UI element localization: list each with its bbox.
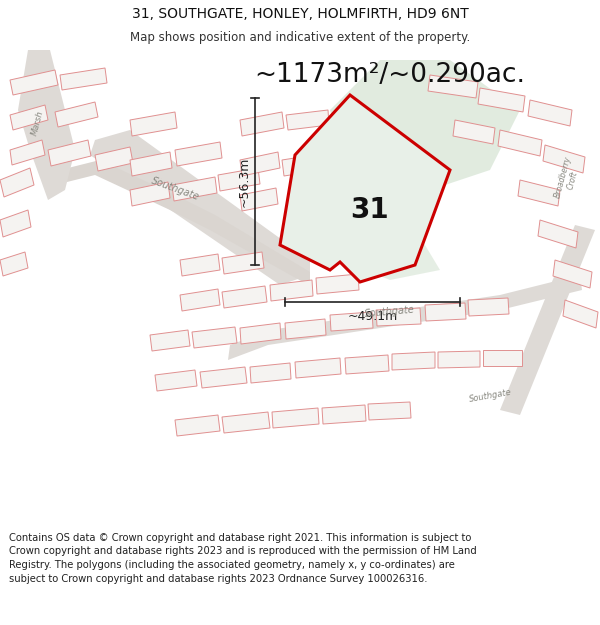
Polygon shape <box>340 190 440 280</box>
Polygon shape <box>330 60 520 200</box>
Polygon shape <box>150 330 190 351</box>
Polygon shape <box>55 160 310 286</box>
Text: ~49.1m: ~49.1m <box>347 309 398 322</box>
Polygon shape <box>543 145 585 173</box>
Polygon shape <box>345 355 389 374</box>
Polygon shape <box>240 152 280 176</box>
Polygon shape <box>392 352 435 370</box>
Polygon shape <box>222 252 264 274</box>
Polygon shape <box>175 415 220 436</box>
Polygon shape <box>130 112 177 136</box>
Polygon shape <box>518 180 560 206</box>
Text: Southgate: Southgate <box>468 388 512 404</box>
Polygon shape <box>498 130 542 156</box>
Polygon shape <box>425 303 466 321</box>
Polygon shape <box>180 289 220 311</box>
Polygon shape <box>368 402 411 420</box>
Polygon shape <box>175 142 222 166</box>
Polygon shape <box>10 70 58 95</box>
Polygon shape <box>295 358 341 378</box>
Polygon shape <box>172 177 217 201</box>
Polygon shape <box>95 147 133 171</box>
Polygon shape <box>282 154 322 176</box>
Polygon shape <box>280 95 450 282</box>
Polygon shape <box>478 88 525 112</box>
Polygon shape <box>538 220 578 248</box>
Polygon shape <box>0 252 28 276</box>
Polygon shape <box>155 370 197 391</box>
Polygon shape <box>285 319 326 339</box>
Polygon shape <box>55 102 98 127</box>
Polygon shape <box>0 168 34 197</box>
Polygon shape <box>200 367 247 388</box>
Polygon shape <box>428 75 478 98</box>
Polygon shape <box>270 280 313 301</box>
Polygon shape <box>553 260 592 288</box>
Polygon shape <box>563 300 598 328</box>
Text: 31, SOUTHGATE, HONLEY, HOLMFIRTH, HD9 6NT: 31, SOUTHGATE, HONLEY, HOLMFIRTH, HD9 6N… <box>131 7 469 21</box>
Polygon shape <box>376 308 421 326</box>
Polygon shape <box>18 50 75 200</box>
Polygon shape <box>10 105 48 130</box>
Text: Contains OS data © Crown copyright and database right 2021. This information is : Contains OS data © Crown copyright and d… <box>9 533 477 584</box>
Text: Map shows position and indicative extent of the property.: Map shows position and indicative extent… <box>130 31 470 44</box>
Polygon shape <box>330 312 373 331</box>
Polygon shape <box>272 408 319 428</box>
Polygon shape <box>500 225 595 415</box>
Polygon shape <box>228 275 582 360</box>
Polygon shape <box>48 140 91 166</box>
Text: ~1173m²/~0.290ac.: ~1173m²/~0.290ac. <box>254 62 526 88</box>
Polygon shape <box>250 363 291 383</box>
Polygon shape <box>528 100 572 126</box>
Polygon shape <box>192 327 237 348</box>
Polygon shape <box>240 112 284 136</box>
Polygon shape <box>286 110 329 130</box>
Text: Southgate: Southgate <box>364 304 416 319</box>
Polygon shape <box>438 351 480 368</box>
Polygon shape <box>60 68 107 90</box>
Polygon shape <box>316 274 359 294</box>
Text: Marsh: Marsh <box>31 110 46 137</box>
Text: 31: 31 <box>350 196 389 224</box>
Polygon shape <box>483 350 522 366</box>
Polygon shape <box>90 130 310 285</box>
Text: ~56.3m: ~56.3m <box>238 156 251 207</box>
Polygon shape <box>130 182 170 206</box>
Polygon shape <box>180 254 220 276</box>
Text: Southgate: Southgate <box>149 176 200 202</box>
Polygon shape <box>10 140 45 165</box>
Polygon shape <box>222 412 270 433</box>
Polygon shape <box>222 286 267 308</box>
Polygon shape <box>453 120 495 144</box>
Polygon shape <box>322 405 366 424</box>
Polygon shape <box>0 210 31 237</box>
Polygon shape <box>240 323 281 344</box>
Polygon shape <box>130 152 172 176</box>
Polygon shape <box>240 188 278 211</box>
Text: Broadberry
Croft: Broadberry Croft <box>553 156 583 202</box>
Polygon shape <box>218 168 260 191</box>
Polygon shape <box>468 298 509 316</box>
